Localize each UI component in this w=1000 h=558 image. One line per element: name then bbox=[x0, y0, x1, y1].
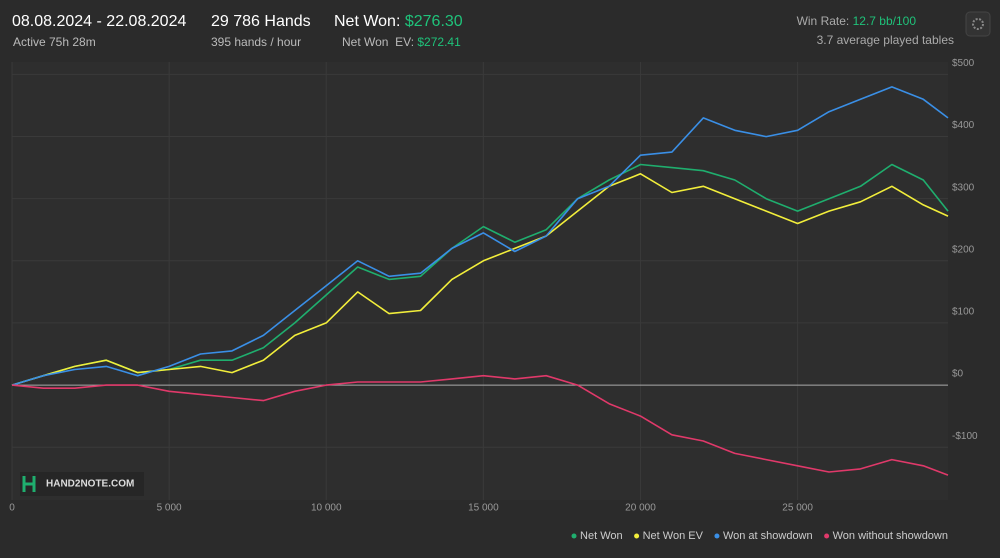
net-won-label: Net Won: bbox=[334, 13, 401, 30]
series-line bbox=[11, 173, 949, 386]
y-tick-label: $500 bbox=[952, 58, 975, 69]
y-tick-label: $400 bbox=[952, 120, 975, 131]
net-won-value: $276.30 bbox=[404, 13, 463, 30]
settings-icon[interactable] bbox=[965, 11, 991, 37]
plot-area bbox=[12, 62, 948, 500]
legend-label: Net Won bbox=[580, 530, 623, 542]
win-rate-label: Win Rate: bbox=[796, 14, 850, 28]
y-tick-label: $200 bbox=[952, 244, 975, 255]
x-tick-label: 10 000 bbox=[311, 503, 342, 514]
net-won-ev: Net Won EV: $272.41 bbox=[342, 35, 461, 49]
legend-dot bbox=[571, 533, 577, 539]
net-won-ev-label: Net Won EV: bbox=[342, 35, 415, 49]
legend-label: Net Won EV bbox=[643, 530, 704, 542]
legend-dot bbox=[714, 533, 720, 539]
y-tick-label: $100 bbox=[952, 307, 975, 318]
y-tick-label: $300 bbox=[952, 182, 975, 193]
win-rate: Win Rate: 12.7 bb/100 bbox=[797, 14, 916, 28]
logo-text: HAND2NOTE.COM bbox=[46, 479, 134, 490]
hands: 29 786 Hands bbox=[211, 13, 311, 30]
x-tick-label: 25 000 bbox=[782, 503, 813, 514]
y-tick-label: -$100 bbox=[952, 431, 978, 442]
legend-label: Won without showdown bbox=[833, 530, 948, 542]
x-tick-label: 15 000 bbox=[468, 503, 499, 514]
net-won-ev-value: $272.41 bbox=[417, 35, 461, 49]
x-tick-label: 20 000 bbox=[625, 503, 656, 514]
logo-box bbox=[20, 472, 144, 496]
x-tick-label: 0 bbox=[9, 503, 15, 514]
legend-label: Won at showdown bbox=[723, 530, 813, 542]
y-tick-label: $0 bbox=[952, 369, 964, 380]
active-time: Active 75h 28m bbox=[13, 35, 96, 49]
legend-dot bbox=[824, 533, 830, 539]
win-rate-value: 12.7 bb/100 bbox=[852, 14, 916, 28]
legend-dot bbox=[634, 533, 640, 539]
series-line bbox=[11, 374, 949, 476]
logo-icon bbox=[22, 476, 36, 492]
tables: 3.7 average played tables bbox=[816, 33, 954, 47]
net-won: Net Won: $276.30 bbox=[334, 13, 463, 31]
hands-per-hour: 395 hands / hour bbox=[211, 35, 302, 49]
date-range: 08.08.2024 - 22.08.2024 bbox=[12, 13, 187, 30]
x-tick-label: 5 000 bbox=[157, 503, 182, 514]
series-line bbox=[11, 86, 949, 386]
